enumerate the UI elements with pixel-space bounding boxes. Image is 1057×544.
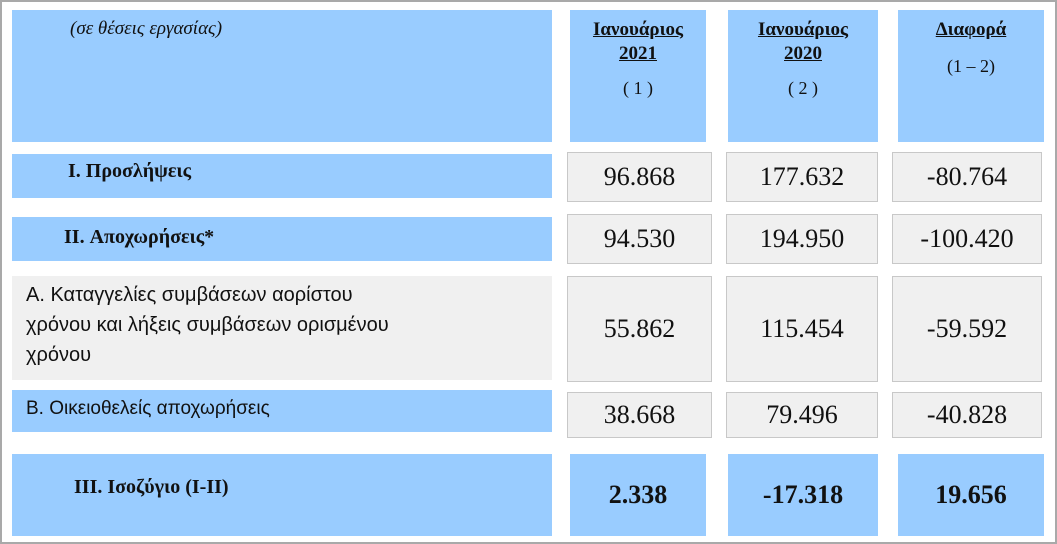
row-exits-v1: 94.530	[567, 214, 712, 264]
row-a-label-line1: Α. Καταγγελίες συμβάσεων αορίστου	[26, 284, 353, 306]
row-exits-v3: -100.420	[892, 214, 1042, 264]
col3-sub: (1 – 2)	[947, 56, 995, 76]
row-hires-v3: -80.764	[892, 152, 1042, 202]
row-hires-v1: 96.868	[567, 152, 712, 202]
header-col-difference: Διαφορά (1 – 2)	[898, 10, 1044, 142]
header-col-jan-2021: Ιανουάριος 2021 ( 1 )	[570, 10, 706, 142]
unit-note: (σε θέσεις εργασίας)	[70, 18, 223, 39]
row-balance-label-cell: III. Ισοζύγιο (I-II)	[12, 454, 552, 536]
row-balance-label: III. Ισοζύγιο (I-II)	[74, 476, 229, 498]
header-label-cell: (σε θέσεις εργασίας)	[12, 10, 552, 142]
row-hires-label-cell: I. Προσλήψεις	[12, 154, 552, 198]
row-balance-v1: 2.338	[570, 454, 706, 536]
row-exits-v2: 194.950	[726, 214, 878, 264]
row-b-v3: -40.828	[892, 392, 1042, 438]
row-b-label: Β. Οικειοθελείς αποχωρήσεις	[26, 398, 270, 419]
row-a-v1: 55.862	[567, 276, 712, 382]
row-a-label-cell: Α. Καταγγελίες συμβάσεων αορίστου χρόνου…	[12, 276, 552, 380]
row-balance-v2: -17.318	[728, 454, 878, 536]
row-balance-v3: 19.656	[898, 454, 1044, 536]
col1-title1: Ιανουάριος	[592, 19, 684, 40]
row-hires-v2: 177.632	[726, 152, 878, 202]
row-exits-label-cell: II. Αποχωρήσεις*	[12, 217, 552, 261]
row-b-v2: 79.496	[726, 392, 878, 438]
col1-title2: 2021	[619, 43, 657, 64]
row-a-label: Α. Καταγγελίες συμβάσεων αορίστου χρόνου…	[26, 280, 389, 370]
row-exits-label: II. Αποχωρήσεις*	[64, 226, 215, 248]
row-a-v3: -59.592	[892, 276, 1042, 382]
col2-title2: 2020	[784, 43, 822, 64]
col2-sub: ( 2 )	[788, 78, 818, 98]
row-b-label-cell: Β. Οικειοθελείς αποχωρήσεις	[12, 390, 552, 432]
row-hires-label: I. Προσλήψεις	[68, 160, 192, 182]
row-a-label-line3: χρόνου	[26, 344, 92, 366]
row-a-label-line2: χρόνου και λήξεις συμβάσεων ορισμένου	[26, 314, 389, 336]
row-a-v2: 115.454	[726, 276, 878, 382]
row-b-v1: 38.668	[567, 392, 712, 438]
col2-title1: Ιανουάριος	[757, 19, 849, 40]
col1-sub: ( 1 )	[623, 78, 653, 98]
header-col-jan-2020: Ιανουάριος 2020 ( 2 )	[728, 10, 878, 142]
col3-title1: Διαφορά	[935, 19, 1007, 40]
